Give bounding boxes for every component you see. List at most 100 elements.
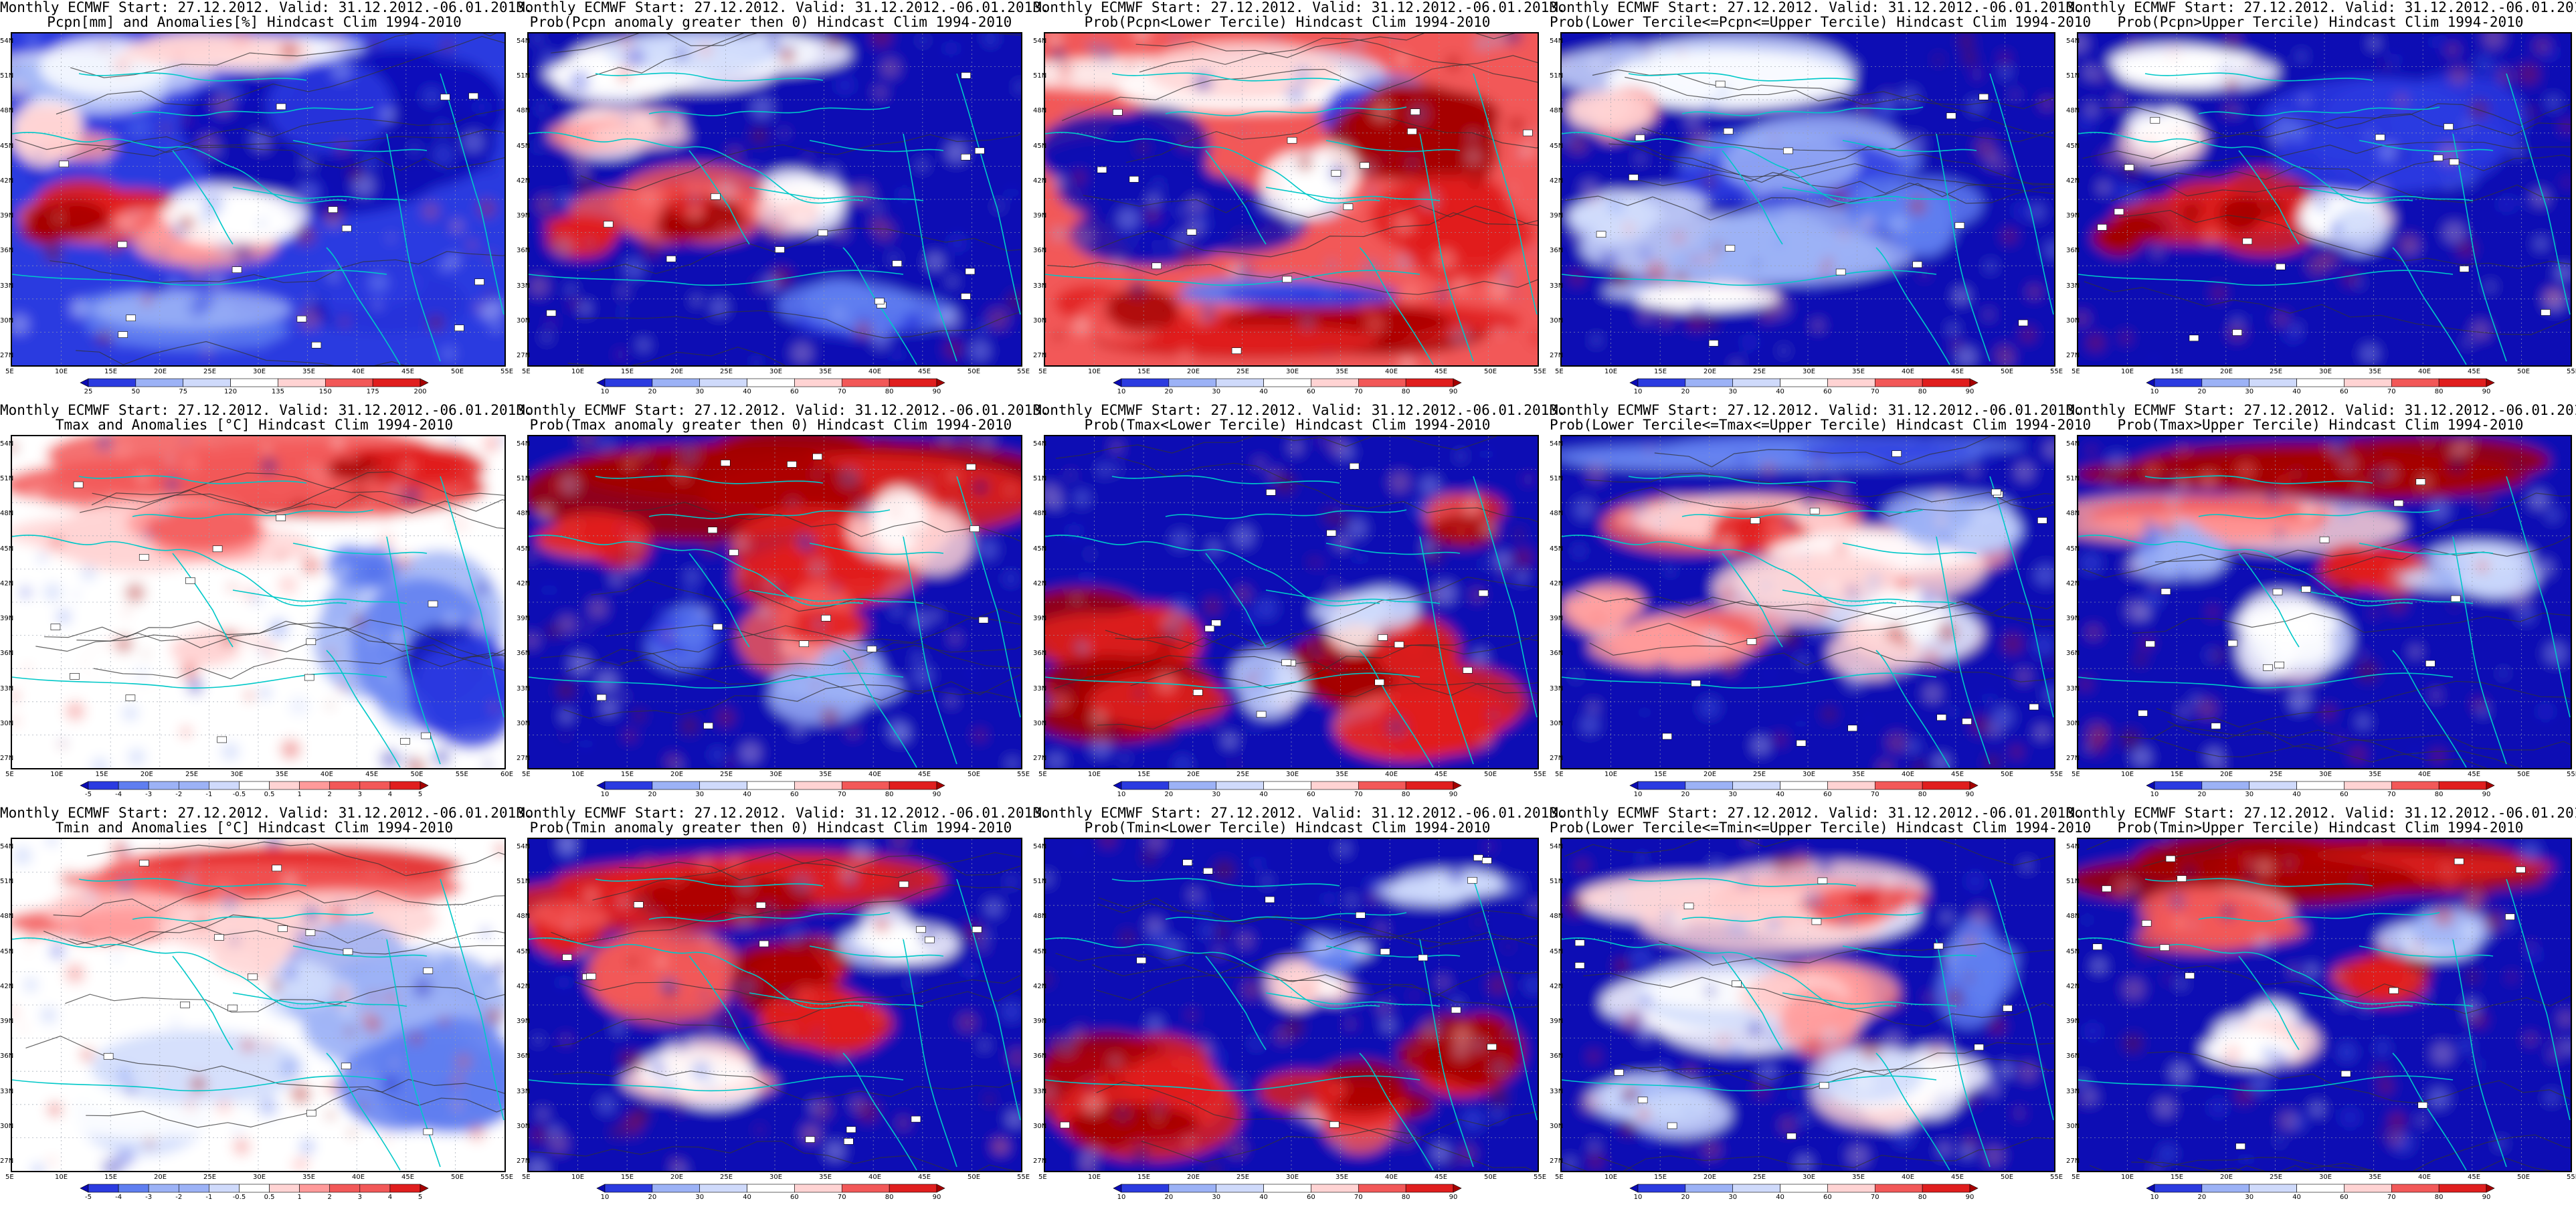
station-markers [1574, 877, 2013, 1139]
longitude-tick-label: 50E [1484, 1174, 1497, 1181]
color-bar-label: 30 [1728, 388, 1738, 395]
latitude-tick-label: 36N [1550, 650, 1564, 658]
longitude-tick-label: 20E [1187, 771, 1200, 778]
color-bar [2146, 378, 2495, 387]
color-bar-label: 20 [1681, 791, 1690, 798]
color-bar-swatch [2391, 378, 2440, 387]
forecast-panel: Monthly ECMWF Start: 27.12.2012. Valid: … [517, 403, 1050, 804]
color-bar-swatch [2296, 781, 2344, 790]
color-bar-label: 60 [2340, 1194, 2349, 1201]
color-bar-swatch [80, 781, 89, 790]
color-bar-label: -3 [145, 791, 153, 798]
longitude-tick-label: 45E [2468, 1174, 2481, 1181]
panel-subtitle: Tmax and Anomalies [°C] Hindcast Clim 19… [55, 417, 454, 433]
color-bar-swatch [2438, 781, 2487, 790]
color-bar-swatch [148, 1184, 179, 1193]
latitude-tick-label: 30N [517, 316, 531, 324]
forecast-panel: Monthly ECMWF Start: 27.12.2012. Valid: … [2066, 805, 2576, 1207]
color-bar-swatch [1358, 781, 1406, 790]
color-bar-swatch [2391, 1184, 2440, 1193]
longitude-tick-label: 45E [918, 771, 931, 778]
coastline [12, 72, 504, 365]
graticule [12, 33, 504, 365]
color-bar-label: 60 [1823, 791, 1832, 798]
latitude-tick-label: 39N [0, 1018, 14, 1026]
longitude-tick-label: 20E [1704, 1174, 1717, 1181]
color-bar-label: 10 [1633, 388, 1643, 395]
color-bar-label: 80 [1401, 388, 1410, 395]
color-bar-label: 80 [1918, 388, 1927, 395]
latitude-tick-label: 48N [517, 913, 531, 921]
latitude-tick-label: 36N [1033, 247, 1047, 255]
color-bar [1113, 1184, 1462, 1193]
panel-title: Monthly ECMWF Start: 27.12.2012. Valid: … [517, 0, 1050, 15]
longitude-tick-label: 30E [2319, 771, 2332, 778]
color-bar-swatch [1637, 378, 1686, 387]
latitude-tick-label: 51N [1550, 878, 1564, 886]
longitude-tick-label: 45E [365, 771, 379, 778]
longitude-tick-label: 50E [1484, 771, 1497, 778]
color-bar-swatch [652, 781, 701, 790]
color-bar-label: 30 [1212, 1194, 1221, 1201]
station-markers [562, 880, 982, 1145]
color-bar-label: 0.5 [264, 1194, 275, 1201]
latitude-tick-label: 42N [1033, 579, 1047, 587]
map-plot [11, 435, 506, 769]
color-bar-swatch [2486, 781, 2495, 790]
color-bar-swatch [1629, 378, 1639, 387]
latitude-tick-label: 27N [2066, 755, 2080, 762]
latitude-tick-label: 42N [1033, 177, 1047, 185]
color-bar-label: 20 [2197, 791, 2207, 798]
color-bar-label: 80 [1918, 1194, 1927, 1201]
latitude-tick-label: 36N [0, 1052, 14, 1060]
color-bar-label: 4 [387, 1194, 393, 1201]
latitude-tick-label: 42N [0, 579, 14, 587]
color-bar-swatch [2249, 781, 2297, 790]
latitude-tick-label: 39N [0, 615, 14, 623]
longitude-tick-label: 55E [500, 1174, 514, 1181]
color-bar-label: -1 [205, 791, 213, 798]
longitude-tick-label: 10E [50, 771, 64, 778]
color-bar-label: 40 [2292, 1194, 2301, 1201]
longitude-tick-label: 55E [2567, 368, 2576, 375]
color-bar-swatch [183, 378, 231, 387]
color-bar [1113, 781, 1462, 790]
map-plot [2077, 32, 2572, 367]
contour-lines [1576, 436, 2054, 682]
panel-title: Monthly ECMWF Start: 27.12.2012. Valid: … [2066, 805, 2576, 821]
latitude-tick-label: 27N [2066, 352, 2080, 359]
color-bar [1629, 378, 1979, 387]
latitude-tick-label: 36N [517, 247, 531, 255]
longitude-tick-label: 25E [1236, 771, 1250, 778]
longitude-tick-label: 25E [1753, 368, 1766, 375]
longitude-tick-label: 45E [2468, 771, 2481, 778]
graticule [1045, 839, 1538, 1171]
color-bar-swatch [747, 781, 795, 790]
color-bar-swatch [1629, 1184, 1639, 1193]
graticule [12, 436, 504, 768]
panel-title: Monthly ECMWF Start: 27.12.2012. Valid: … [2066, 402, 2576, 418]
color-bar-swatch [2486, 1184, 2495, 1193]
latitude-tick-label: 39N [517, 1018, 531, 1026]
latitude-tick-label: 33N [517, 1087, 531, 1095]
graticule [529, 33, 1021, 365]
color-bar-label: -4 [115, 791, 122, 798]
color-bar-label: 70 [837, 791, 846, 798]
color-bar-label: 5 [418, 791, 423, 798]
latitude-tick-label: 45N [517, 947, 531, 955]
latitude-tick-label: 33N [0, 1087, 14, 1095]
color-bar [596, 378, 945, 387]
color-bar-label: -0.5 [232, 791, 246, 798]
color-bar-label: 90 [2482, 388, 2491, 395]
longitude-tick-label: 45E [918, 1174, 931, 1181]
latitude-tick-label: 30N [1550, 1122, 1564, 1130]
color-bar-swatch [1168, 378, 1217, 387]
color-bar-label: 0.5 [264, 791, 275, 798]
longitude-tick-label: 55E [2050, 1174, 2063, 1181]
panel-title: Monthly ECMWF Start: 27.12.2012. Valid: … [1550, 805, 2083, 821]
latitude-tick-label: 33N [2066, 1087, 2080, 1095]
coastline [529, 878, 1021, 1171]
color-bar-swatch [1732, 378, 1780, 387]
longitude-tick-label: 25E [1753, 771, 1766, 778]
station-markers [1596, 80, 2029, 347]
